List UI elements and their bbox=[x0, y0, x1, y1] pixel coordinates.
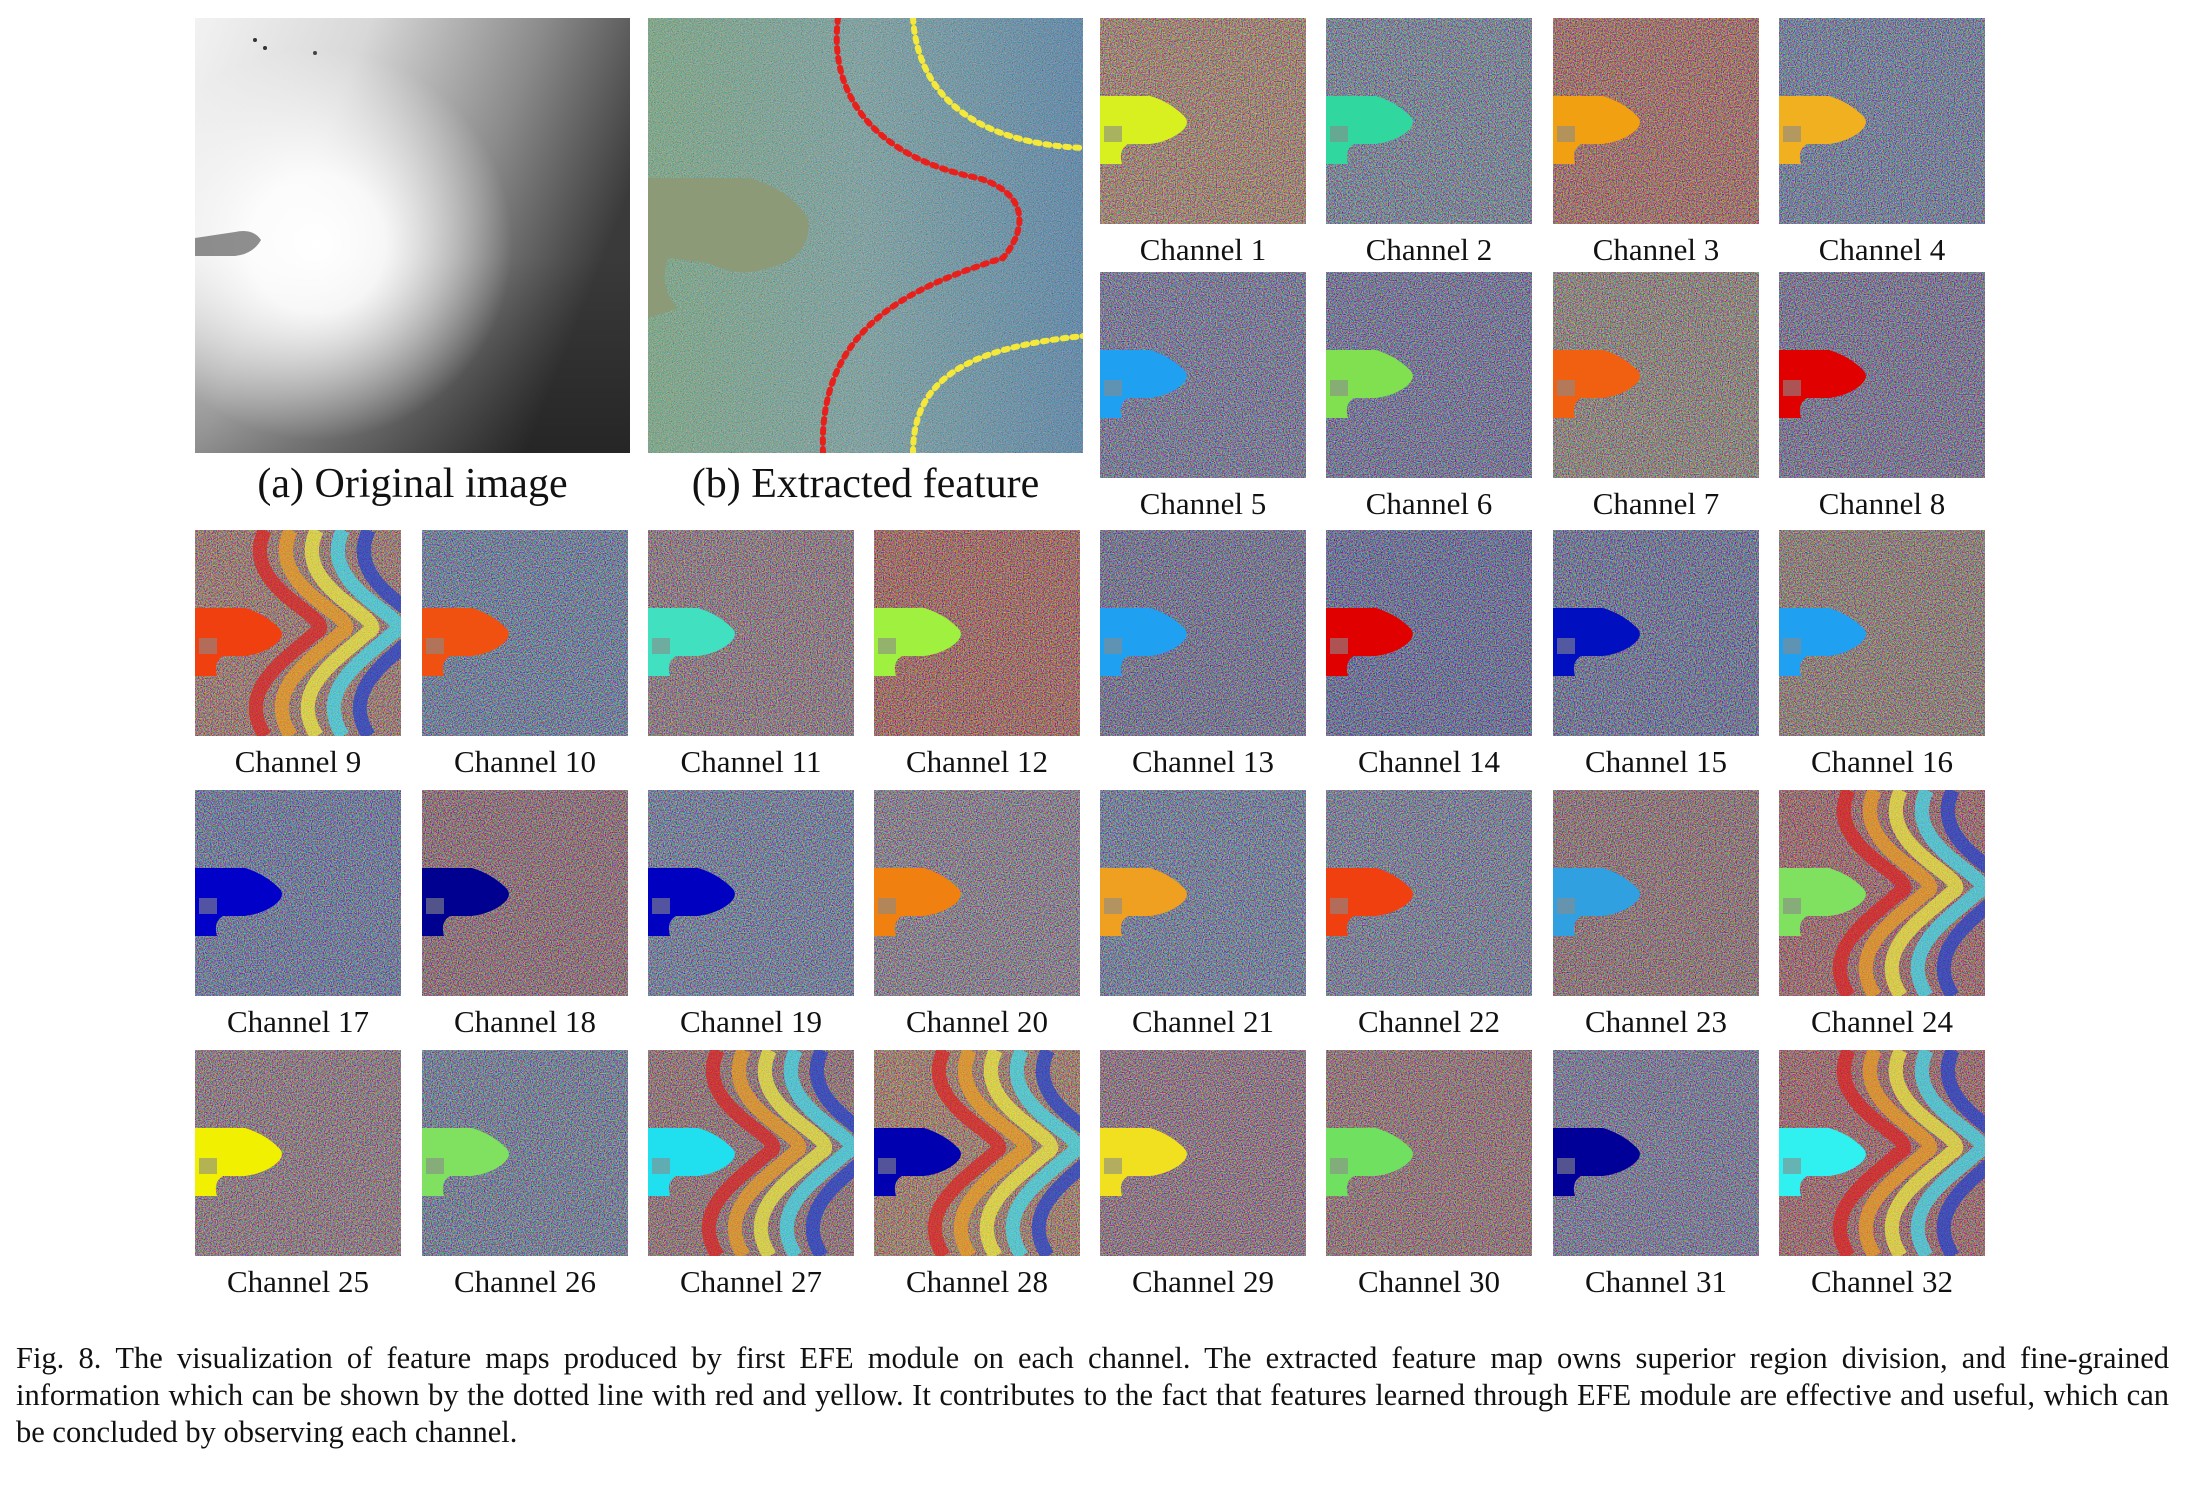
channel-10-label: Channel 10 bbox=[453, 744, 597, 779]
channel-14-label: Channel 14 bbox=[1357, 744, 1501, 779]
channel-27-label: Channel 27 bbox=[679, 1264, 823, 1299]
channel-11-label: Channel 11 bbox=[680, 744, 822, 779]
channel-22-label: Channel 22 bbox=[1357, 1004, 1501, 1039]
channel-27-map bbox=[648, 1050, 854, 1256]
channel-22-map bbox=[1326, 790, 1532, 996]
yellow-dotted-boundary-top bbox=[910, 18, 1083, 151]
yellow-dotted-boundary-bottom bbox=[910, 333, 1083, 453]
channel-3-label: Channel 3 bbox=[1592, 232, 1720, 267]
channel-21-map bbox=[1100, 790, 1306, 996]
channel-20-map bbox=[874, 790, 1080, 996]
channel-7-map bbox=[1553, 272, 1759, 478]
channel-31-label: Channel 31 bbox=[1584, 1264, 1728, 1299]
figure-caption: Fig. 8. The visualization of feature maps… bbox=[16, 1340, 2169, 1451]
channel-28-map bbox=[874, 1050, 1080, 1256]
channel-32-map bbox=[1779, 1050, 1985, 1256]
figure-label: Fig. 8. bbox=[16, 1341, 102, 1375]
channel-6-map bbox=[1326, 272, 1532, 478]
channel-24-label: Channel 24 bbox=[1810, 1004, 1954, 1039]
channel-18-map bbox=[422, 790, 628, 996]
extracted-feature-map bbox=[648, 18, 1083, 453]
channel-23-map bbox=[1553, 790, 1759, 996]
channel-11-map bbox=[648, 530, 854, 736]
channel-5-map bbox=[1100, 272, 1306, 478]
original-image-panel bbox=[195, 18, 630, 453]
channel-32-label: Channel 32 bbox=[1810, 1264, 1954, 1299]
channel-17-label: Channel 17 bbox=[226, 1004, 370, 1039]
channel-16-map bbox=[1779, 530, 1985, 736]
channel-15-map bbox=[1553, 530, 1759, 736]
channel-29-label: Channel 29 bbox=[1131, 1264, 1275, 1299]
channel-12-map bbox=[874, 530, 1080, 736]
channel-6-label: Channel 6 bbox=[1365, 486, 1493, 521]
channel-10-map bbox=[422, 530, 628, 736]
channel-4-label: Channel 4 bbox=[1818, 232, 1946, 267]
channel-29-map bbox=[1100, 1050, 1306, 1256]
channel-9-map bbox=[195, 530, 401, 736]
figure-caption-text: The visualization of feature maps produc… bbox=[16, 1341, 2170, 1449]
channel-23-label: Channel 23 bbox=[1584, 1004, 1728, 1039]
channel-19-map bbox=[648, 790, 854, 996]
channel-20-label: Channel 20 bbox=[905, 1004, 1049, 1039]
channel-1-label: Channel 1 bbox=[1139, 232, 1267, 267]
channel-31-map bbox=[1553, 1050, 1759, 1256]
channel-15-label: Channel 15 bbox=[1584, 744, 1728, 779]
channel-7-label: Channel 7 bbox=[1592, 486, 1720, 521]
extracted-feature-panel bbox=[648, 18, 1083, 453]
channel-18-label: Channel 18 bbox=[453, 1004, 597, 1039]
channel-17-map bbox=[195, 790, 401, 996]
channel-4-map bbox=[1779, 18, 1985, 224]
channel-28-label: Channel 28 bbox=[905, 1264, 1049, 1299]
channel-9-label: Channel 9 bbox=[234, 744, 362, 779]
channel-1-map bbox=[1100, 18, 1306, 224]
red-dotted-boundary bbox=[819, 18, 1023, 453]
channel-24-map bbox=[1779, 790, 1985, 996]
original-image-caption: (a) Original image bbox=[257, 461, 568, 507]
channel-3-map bbox=[1553, 18, 1759, 224]
channel-13-map bbox=[1100, 530, 1306, 736]
channel-14-map bbox=[1326, 530, 1532, 736]
channel-25-label: Channel 25 bbox=[226, 1264, 370, 1299]
channel-25-map bbox=[195, 1050, 401, 1256]
extracted-feature-caption: (b) Extracted feature bbox=[691, 461, 1040, 507]
channel-13-label: Channel 13 bbox=[1131, 744, 1275, 779]
original-image bbox=[195, 18, 630, 453]
channel-30-label: Channel 30 bbox=[1357, 1264, 1501, 1299]
channel-16-label: Channel 16 bbox=[1810, 744, 1954, 779]
channel-21-label: Channel 21 bbox=[1131, 1004, 1275, 1039]
channel-2-map bbox=[1326, 18, 1532, 224]
channel-2-label: Channel 2 bbox=[1365, 232, 1493, 267]
channel-26-label: Channel 26 bbox=[453, 1264, 597, 1299]
channel-8-label: Channel 8 bbox=[1818, 486, 1946, 521]
channel-8-map bbox=[1779, 272, 1985, 478]
channel-5-label: Channel 5 bbox=[1139, 486, 1267, 521]
channel-26-map bbox=[422, 1050, 628, 1256]
channel-19-label: Channel 19 bbox=[679, 1004, 823, 1039]
channel-12-label: Channel 12 bbox=[905, 744, 1049, 779]
channel-30-map bbox=[1326, 1050, 1532, 1256]
